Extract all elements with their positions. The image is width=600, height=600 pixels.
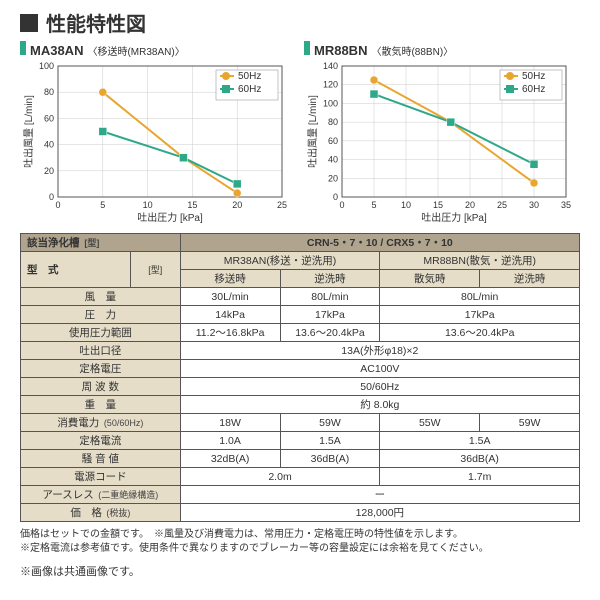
chart-left-svg: 0 5 10 15 20 25 0 20 40 60 80 100 吐出圧力 [kPa] 吐出風量 [L/… (20, 60, 290, 225)
svg-text:140: 140 (323, 61, 338, 71)
svg-text:30: 30 (529, 200, 539, 210)
svg-text:10: 10 (143, 200, 153, 210)
svg-text:20: 20 (328, 173, 338, 183)
notes: 価格はセットでの金額です。 ※風量及び消費電力は、常用圧力・定格電圧時の特性値を… (0, 526, 600, 557)
chart-left-model: MA38AN (30, 43, 83, 58)
chart-right-subtitle: 〈散気時(88BN)〉 (371, 43, 453, 58)
svg-text:80: 80 (44, 87, 54, 97)
chart-left: MA38AN 〈移送時(MR38AN)〉 0 5 10 15 20 25 0 20 40 60 80… (20, 41, 296, 225)
svg-text:60: 60 (328, 136, 338, 146)
svg-text:80: 80 (328, 117, 338, 127)
svg-text:吐出圧力 [kPa]: 吐出圧力 [kPa] (421, 211, 487, 224)
svg-text:40: 40 (328, 155, 338, 165)
svg-text:60Hz: 60Hz (522, 84, 545, 95)
svg-text:50Hz: 50Hz (238, 71, 261, 82)
page-title: 性能特性図 (46, 8, 146, 37)
header-square-icon (20, 14, 38, 32)
svg-text:0: 0 (55, 200, 60, 210)
svg-text:10: 10 (401, 200, 411, 210)
note-line-1: 価格はセットでの金額です。 ※風量及び消費電力は、常用圧力・定格電圧時の特性値を… (20, 528, 580, 542)
green-bar-icon (20, 41, 26, 55)
chart-right: MR88BN 〈散気時(88BN)〉 0 5 10 15 20 25 30 35 0 20 40 60… (304, 41, 580, 225)
note-line-2: ※定格電流は参考値です。使用条件で異なりますのでブレーカー等の容量設定には余裕を… (20, 542, 580, 556)
svg-text:100: 100 (323, 98, 338, 108)
svg-text:0: 0 (339, 200, 344, 210)
subnote: ※画像は共通画像です。 (0, 557, 600, 579)
svg-text:吐出圧力 [kPa]: 吐出圧力 [kPa] (137, 211, 203, 224)
svg-text:25: 25 (497, 200, 507, 210)
svg-text:5: 5 (100, 200, 105, 210)
svg-text:40: 40 (44, 140, 54, 150)
svg-text:5: 5 (371, 200, 376, 210)
svg-text:100: 100 (39, 61, 54, 71)
page-header: 性能特性図 (0, 0, 600, 41)
svg-text:120: 120 (323, 80, 338, 90)
svg-text:吐出風量 [L/min]: 吐出風量 [L/min] (22, 95, 35, 168)
svg-text:35: 35 (561, 200, 571, 210)
svg-text:吐出風量 [L/min]: 吐出風量 [L/min] (306, 95, 319, 168)
svg-text:0: 0 (333, 192, 338, 202)
chart-right-svg: 0 5 10 15 20 25 30 35 0 20 40 60 80 100 120 140 吐出圧力 [kP… (304, 60, 574, 225)
svg-text:0: 0 (49, 192, 54, 202)
svg-text:60: 60 (44, 113, 54, 123)
svg-text:15: 15 (433, 200, 443, 210)
svg-text:20: 20 (232, 200, 242, 210)
svg-text:25: 25 (277, 200, 287, 210)
svg-text:60Hz: 60Hz (238, 84, 261, 95)
chart-left-subtitle: 〈移送時(MR38AN)〉 (87, 43, 184, 58)
svg-text:20: 20 (44, 166, 54, 176)
charts-row: MA38AN 〈移送時(MR38AN)〉 0 5 10 15 20 25 0 20 40 60 80… (0, 41, 600, 225)
green-bar-icon (304, 41, 310, 55)
spec-table-wrap: 該当浄化槽 [型]CRN-5・7・10 / CRX5・7・10型 式[型]MR3… (0, 225, 600, 526)
svg-text:50Hz: 50Hz (522, 71, 545, 82)
svg-text:20: 20 (465, 200, 475, 210)
chart-right-model: MR88BN (314, 43, 367, 58)
svg-text:15: 15 (187, 200, 197, 210)
spec-table: 該当浄化槽 [型]CRN-5・7・10 / CRX5・7・10型 式[型]MR3… (20, 233, 580, 522)
